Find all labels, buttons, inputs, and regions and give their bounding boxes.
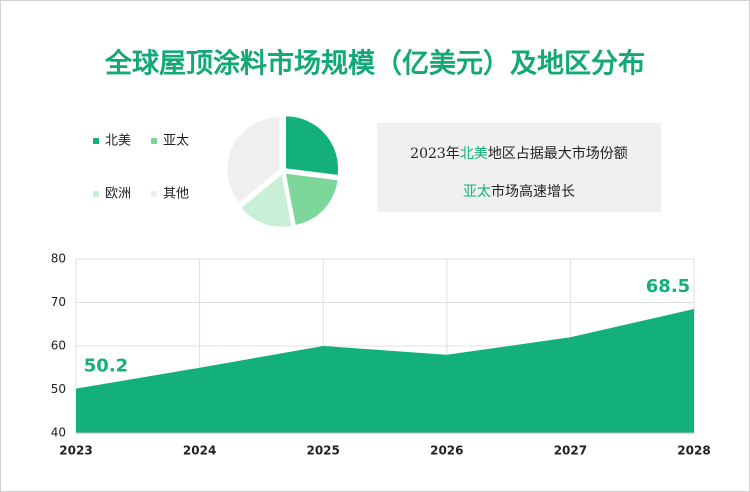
legend-label: 其他 bbox=[163, 187, 189, 202]
y-tick-label: 70 bbox=[51, 295, 66, 309]
y-tick-label: 50 bbox=[51, 382, 66, 396]
pie-slice bbox=[285, 173, 338, 225]
chart-title: 全球屋顶涂料市场规模（亿美元）及地区分布 bbox=[104, 48, 645, 80]
pie-slice bbox=[227, 117, 280, 203]
x-tick-label: 2024 bbox=[183, 444, 216, 458]
legend-label: 北美 bbox=[105, 134, 131, 149]
legend-label: 亚太 bbox=[163, 134, 189, 149]
data-label: 50.2 bbox=[84, 356, 128, 377]
annotation-part: 亚太 bbox=[463, 184, 491, 200]
annotation-part: 北美 bbox=[460, 146, 488, 162]
legend-swatch bbox=[151, 138, 157, 144]
x-tick-label: 2025 bbox=[306, 444, 339, 458]
y-tick-label: 80 bbox=[51, 252, 66, 266]
legend-label: 欧洲 bbox=[105, 187, 131, 202]
legend-swatch bbox=[151, 191, 157, 197]
area bbox=[76, 309, 694, 433]
annotation-part: 地区占据最大市场份额 bbox=[488, 145, 628, 162]
annotation-box bbox=[377, 123, 661, 212]
data-label: 68.5 bbox=[646, 276, 690, 297]
pie-slice bbox=[286, 116, 339, 175]
pie-slice bbox=[241, 174, 292, 227]
annotation-part: 市场高速增长 bbox=[491, 183, 575, 200]
annotation: 亚太市场高速增长 bbox=[463, 183, 575, 200]
y-tick-label: 40 bbox=[51, 426, 66, 440]
legend-swatch bbox=[93, 138, 99, 144]
x-tick-label: 2028 bbox=[677, 444, 710, 458]
annotation-part: 2023年 bbox=[410, 146, 460, 162]
x-tick-label: 2023 bbox=[59, 444, 92, 458]
annotation: 2023年北美地区占据最大市场份额 bbox=[410, 145, 628, 162]
x-tick-label: 2026 bbox=[430, 444, 463, 458]
legend-swatch bbox=[93, 191, 99, 197]
y-tick-label: 60 bbox=[51, 339, 66, 353]
x-tick-label: 2027 bbox=[554, 444, 587, 458]
